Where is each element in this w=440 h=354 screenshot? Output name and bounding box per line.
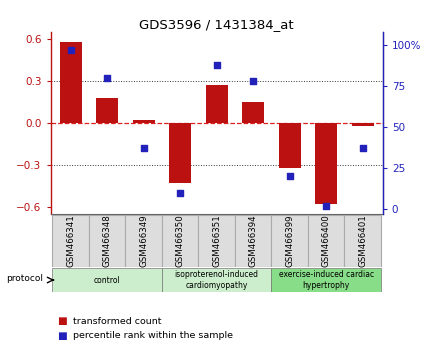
Text: ■: ■ (57, 331, 67, 341)
Text: GSM466351: GSM466351 (212, 215, 221, 268)
Bar (271, 268, 381, 292)
Text: control: control (94, 275, 121, 285)
Bar (308, 215, 345, 267)
Bar (235, 215, 271, 267)
Text: GSM466394: GSM466394 (249, 215, 258, 267)
Point (323, 203, 330, 209)
Text: GSM466350: GSM466350 (176, 215, 185, 268)
Text: isoproterenol-induced
cardiomyopathy: isoproterenol-induced cardiomyopathy (175, 270, 259, 290)
Bar (352, 123, 374, 126)
Bar (52, 215, 89, 267)
Bar (52, 268, 162, 292)
Bar (242, 102, 264, 123)
Bar (169, 123, 191, 183)
Bar (89, 215, 125, 267)
Bar (133, 120, 154, 123)
Text: percentile rank within the sample: percentile rank within the sample (73, 331, 233, 340)
Text: GSM466399: GSM466399 (285, 215, 294, 267)
Bar (96, 98, 118, 123)
Text: exercise-induced cardiac
hypertrophy: exercise-induced cardiac hypertrophy (279, 270, 374, 290)
Bar (279, 123, 301, 168)
Bar (206, 85, 227, 123)
Title: GDS3596 / 1431384_at: GDS3596 / 1431384_at (139, 18, 294, 31)
Bar (198, 215, 235, 267)
Point (140, 145, 147, 151)
Text: transformed count: transformed count (73, 317, 161, 326)
Point (213, 62, 220, 68)
Point (177, 190, 184, 195)
Text: GSM466348: GSM466348 (103, 215, 112, 268)
Bar (162, 268, 271, 292)
Text: GSM466401: GSM466401 (358, 215, 367, 268)
Text: GSM466341: GSM466341 (66, 215, 75, 268)
Text: protocol: protocol (7, 274, 44, 284)
Point (104, 75, 111, 81)
Point (359, 145, 366, 151)
Point (249, 79, 257, 84)
Bar (162, 215, 198, 267)
Text: GSM466349: GSM466349 (139, 215, 148, 267)
Point (286, 173, 293, 179)
Bar (315, 123, 337, 204)
Bar (125, 215, 162, 267)
Bar (60, 42, 82, 123)
Text: ■: ■ (57, 316, 67, 326)
Bar (345, 215, 381, 267)
Point (67, 47, 74, 53)
Bar (271, 215, 308, 267)
Text: GSM466400: GSM466400 (322, 215, 331, 268)
